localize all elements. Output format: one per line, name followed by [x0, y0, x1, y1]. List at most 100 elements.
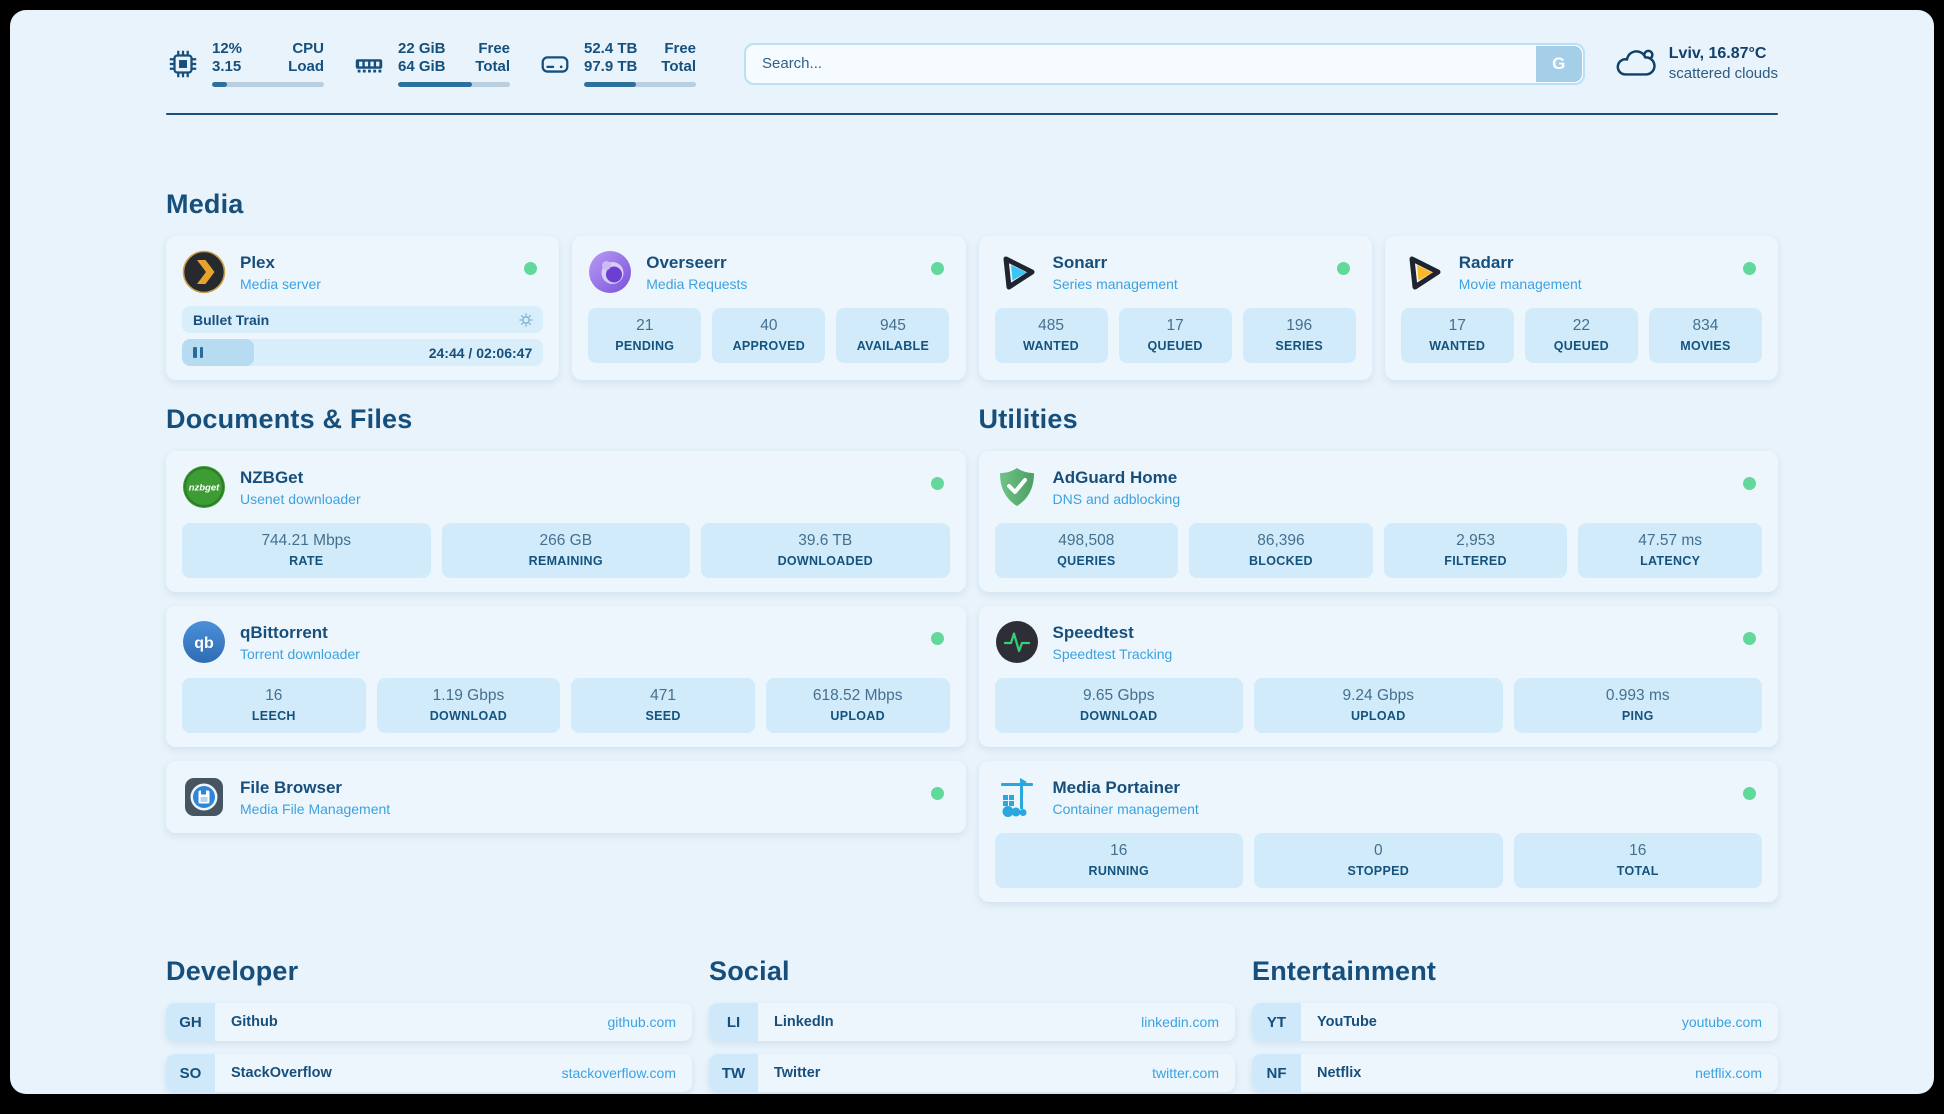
card-radarr[interactable]: Radarr Movie management 17 WANTED 22 QUEUE…	[1384, 236, 1778, 380]
stat-queued: 17 QUEUED	[1118, 308, 1232, 363]
card-title: qBittorrent	[240, 622, 328, 642]
card-title: Sonarr	[1052, 252, 1108, 272]
disk-free: 52.4 TB	[584, 40, 638, 57]
card-qbittorrent[interactable]: qb qBittorrent Torrent downloader 16 LEEC…	[166, 606, 966, 747]
bookmark-tag: GH	[166, 1003, 215, 1041]
playback-progress-bar[interactable]: 24:44 / 02:06:47	[182, 339, 544, 366]
status-dot	[930, 477, 944, 490]
search-bar: G	[744, 42, 1585, 85]
ram-stat: 22 GiB Free 64 GiB Total	[352, 40, 510, 87]
section-title-entertainment: Entertainment	[1252, 956, 1437, 986]
stat-series: 196 SERIES	[1242, 308, 1356, 363]
cpu-percent: 12%	[212, 40, 243, 57]
status-dot	[930, 262, 944, 275]
entertainment-column: Entertainment YT YouTube youtube.com NF Net…	[1252, 956, 1778, 1094]
card-subtitle: DNS and adblocking	[1052, 490, 1181, 507]
card-title: Overseerr	[646, 252, 727, 272]
bookmark-github[interactable]: GH Github github.com	[166, 1003, 692, 1041]
stat-latency: 47.57 ms LATENCY	[1578, 523, 1762, 578]
now-playing-title: Bullet Train	[193, 311, 270, 328]
filebrowser-icon	[185, 778, 223, 816]
bookmark-tag: SO	[166, 1054, 215, 1092]
card-subtitle: Series management	[1052, 275, 1178, 292]
ram-icon	[355, 58, 383, 72]
stat-download: 9.65 Gbps DOWNLOAD	[994, 678, 1243, 733]
pause-icon[interactable]	[193, 347, 203, 358]
cpu-load-label: Load	[288, 58, 324, 75]
card-portainer[interactable]: Media Portainer Container management 16 R…	[978, 761, 1778, 902]
ram-total: 64 GiB	[398, 58, 446, 75]
card-plex[interactable]: Plex Media server Bullet Train 24:44 / 0…	[166, 236, 560, 380]
stat-download: 1.19 Gbps DOWNLOAD	[376, 678, 561, 733]
developer-column: Developer GH Github github.com SO StackOver…	[166, 956, 692, 1094]
stat-downloaded: 39.6 TB DOWNLOADED	[701, 523, 950, 578]
bookmark-youtube[interactable]: YT YouTube youtube.com	[1252, 1003, 1778, 1041]
card-title: Radarr	[1458, 252, 1514, 272]
card-adguard[interactable]: AdGuard Home DNS and adblocking 498,508 Q…	[978, 451, 1778, 592]
card-sonarr[interactable]: Sonarr Series management 485 WANTED 17 QUE…	[978, 236, 1372, 380]
disk-progress	[584, 82, 696, 87]
bookmark-twitter[interactable]: TW Twitter twitter.com	[709, 1054, 1235, 1092]
status-dot	[1743, 262, 1756, 275]
cpu-chip-icon	[169, 50, 197, 77]
cpu-label: CPU	[292, 40, 324, 57]
status-dot	[1743, 477, 1756, 490]
bookmark-tag: TW	[709, 1054, 758, 1092]
card-filebrowser[interactable]: File Browser Media File Management	[166, 761, 966, 833]
nzbget-icon: nzbget	[183, 466, 225, 508]
ram-total-label: Total	[475, 58, 510, 75]
disk-icon	[541, 55, 569, 73]
status-dot	[1336, 262, 1350, 275]
stat-seed: 471 SEED	[571, 678, 755, 733]
bookmark-stackoverflow[interactable]: SO StackOverflow stackoverflow.com	[166, 1054, 692, 1092]
stat-pending: 21 PENDING	[588, 308, 702, 363]
card-overseerr[interactable]: Overseerr Media Requests 21 PENDING 40 APP…	[572, 236, 966, 380]
weather-location: Lviv, 16.87°C	[1668, 45, 1767, 62]
section-title-media: Media	[166, 189, 244, 219]
now-playing-row: Bullet Train	[182, 306, 544, 333]
card-subtitle: Container management	[1052, 800, 1199, 817]
card-subtitle: Usenet downloader	[240, 490, 361, 507]
stat-queries: 498,508 QUERIES	[994, 523, 1179, 578]
stat-filtered: 2,953 FILTERED	[1383, 523, 1568, 578]
card-nzbget[interactable]: nzbget NZBGet Usenet downloader 744.21 M…	[166, 451, 966, 592]
qbittorrent-icon: qb	[183, 621, 225, 663]
disk-total-label: Total	[661, 58, 696, 75]
disk-total: 97.9 TB	[584, 58, 638, 75]
stat-upload: 9.24 Gbps UPLOAD	[1254, 678, 1503, 733]
stat-running: 16 RUNNING	[994, 833, 1243, 888]
stat-movies: 834 MOVIES	[1648, 308, 1762, 363]
ram-free-label: Free	[478, 40, 510, 57]
sonarr-icon	[1003, 256, 1034, 290]
search-input[interactable]	[744, 42, 1585, 85]
card-title: AdGuard Home	[1052, 467, 1178, 487]
stat-queued: 22 QUEUED	[1524, 308, 1638, 363]
card-subtitle: Media File Management	[240, 800, 391, 817]
session-gear-icon[interactable]	[518, 312, 534, 328]
stat-stopped: 0 STOPPED	[1254, 833, 1503, 888]
stat-approved: 40 APPROVED	[712, 308, 826, 363]
card-title: Speedtest	[1052, 622, 1134, 642]
stat-total: 16 TOTAL	[1513, 833, 1762, 888]
header-divider	[166, 113, 1778, 115]
card-title: NZBGet	[240, 467, 304, 487]
bookmark-tag: YT	[1252, 1003, 1301, 1041]
bookmark-linkedin[interactable]: LI LinkedIn linkedin.com	[709, 1003, 1235, 1041]
card-speedtest[interactable]: Speedtest Speedtest Tracking 9.65 Gbps DO…	[978, 606, 1778, 747]
search-provider-button[interactable]: G	[1535, 45, 1582, 82]
stat-available: 945 AVAILABLE	[836, 308, 950, 363]
speedtest-icon	[995, 621, 1038, 663]
svg-text:qb: qb	[194, 635, 214, 652]
stat-upload: 618.52 Mbps UPLOAD	[765, 678, 950, 733]
cloud-icon	[1616, 49, 1656, 76]
card-subtitle: Media Requests	[646, 275, 748, 292]
section-title-documents: Documents & Files	[166, 404, 413, 434]
bookmark-tag: LI	[709, 1003, 758, 1041]
status-dot	[930, 632, 944, 645]
playback-time: 24:44 / 02:06:47	[428, 344, 533, 361]
card-title: Plex	[240, 252, 275, 272]
adguard-icon	[999, 468, 1034, 506]
stat-wanted: 17 WANTED	[1400, 308, 1514, 363]
bookmark-netflix[interactable]: NF Netflix netflix.com	[1252, 1054, 1778, 1092]
stat-blocked: 86,396 BLOCKED	[1189, 523, 1373, 578]
